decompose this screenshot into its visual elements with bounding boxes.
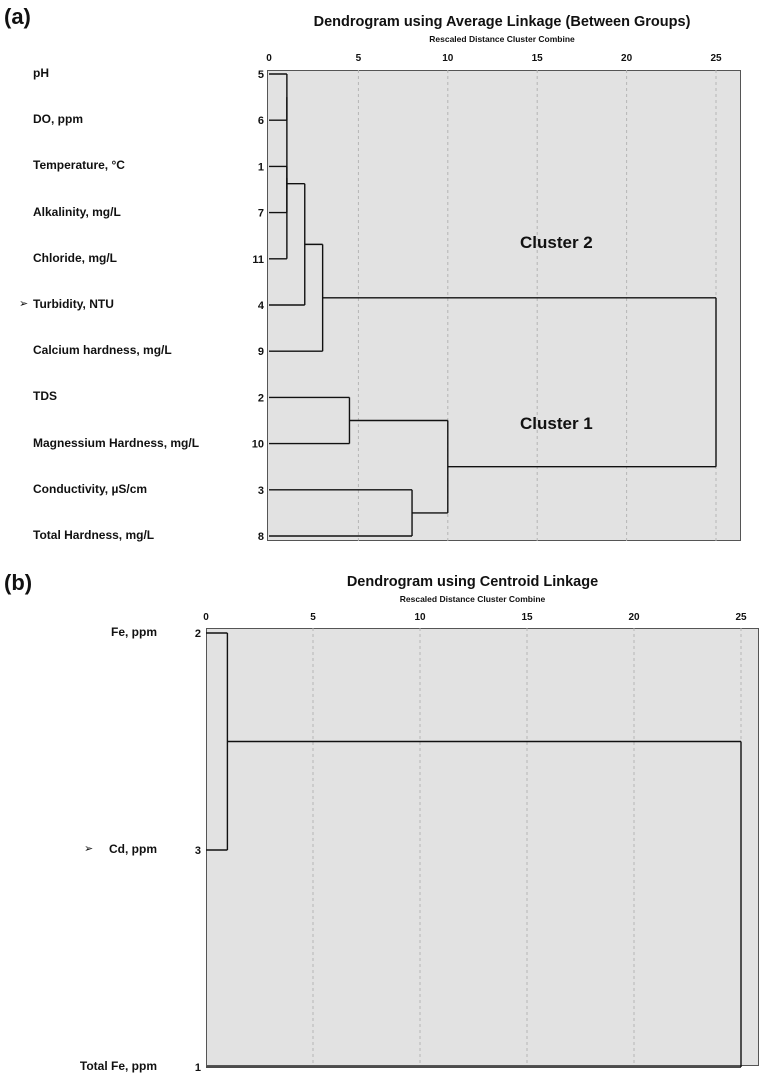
chart-b-x-tick-label: 15 xyxy=(521,612,533,623)
chart-a-leaf-id: 4 xyxy=(258,300,265,312)
chart-a-title: Dendrogram using Average Linkage (Betwee… xyxy=(313,14,691,30)
chart-a-leaf-id: 5 xyxy=(258,69,264,81)
chart-a-leaf-id: 10 xyxy=(252,439,264,451)
chart-b-leaf-label: Total Fe, ppm xyxy=(79,1059,157,1073)
chart-a-x-tick-label: 10 xyxy=(442,53,454,64)
chart-a-leaf-label: Chloride, mg/L xyxy=(33,250,117,265)
chart-a-leaf-label: Conductivity, µS/cm xyxy=(33,481,148,496)
chart-a-leaf-label: Magnessium Hardness, mg/L xyxy=(33,435,200,450)
chart-b-title: Dendrogram using Centroid Linkage xyxy=(346,574,599,590)
chart-a-leaf-id: 9 xyxy=(258,346,264,358)
chart-b-x-tick-label: 20 xyxy=(628,612,640,623)
chart-a-leaf-id: 8 xyxy=(258,531,264,543)
chart-a-plot-area xyxy=(267,70,741,541)
chart-a-leaf-label: DO, ppm xyxy=(33,112,83,127)
chart-b-leaf-id: 1 xyxy=(195,1062,201,1073)
chart-a-x-tick-label: 0 xyxy=(266,53,272,64)
chart-a-leaf-label: Total Hardness, mg/L xyxy=(33,528,155,542)
chart-a-leaf-id: 7 xyxy=(258,208,264,220)
chart-b-x-tick-label: 25 xyxy=(735,612,747,623)
chart-a-leaf-id: 1 xyxy=(258,161,264,173)
chart-b-leaf-id: 3 xyxy=(195,845,201,857)
chart-b-subtitle: Rescaled Distance Cluster Combine xyxy=(399,594,546,604)
chart-b-x-tick-label: 10 xyxy=(414,612,426,623)
chart-a-x-tick-label: 25 xyxy=(710,53,722,64)
panel-a-letter: (a) xyxy=(4,4,31,29)
chart-a-x-tick-label: 5 xyxy=(356,53,362,64)
chart-b-plot-area xyxy=(206,628,759,1066)
chart-a-leaf-label: Turbidity, NTU xyxy=(33,297,114,311)
panel-b-letter: (b) xyxy=(4,570,33,595)
chart-a-leaf-id: 11 xyxy=(252,254,264,266)
chart-b-x-tick-label: 0 xyxy=(203,612,209,623)
cluster-2-label: Cluster 2 xyxy=(520,233,593,252)
chart-a-leaf-label: Temperature, °C xyxy=(33,158,125,173)
chart-a-leaf-id: 6 xyxy=(258,115,264,127)
chart-a-x-tick-label: 15 xyxy=(532,53,544,64)
chart-b-leaf-id: 2 xyxy=(195,628,201,640)
chart-a-x-tick-label: 20 xyxy=(621,53,633,64)
chart-a-leaf-label: Calcium hardness, mg/L xyxy=(33,343,172,358)
chart-a-leaf-id: 2 xyxy=(258,392,264,404)
chart-a-leaf-label: pH xyxy=(33,66,49,80)
chart-a-leaf-label: Alkalinity, mg/L xyxy=(33,204,121,219)
chart-b-leaf-label: Cd, ppm xyxy=(109,842,157,856)
chart-a-subtitle: Rescaled Distance Cluster Combine xyxy=(429,34,575,44)
chart-b-leaf-marker-icon: ➢ xyxy=(84,843,94,855)
cluster-1-label: Cluster 1 xyxy=(520,414,593,433)
chart-a-leaf-label: TDS xyxy=(33,389,57,404)
chart-b-leaf-label: Fe, ppm xyxy=(110,625,157,639)
chart-a-leaf-marker-icon: ➢ xyxy=(19,298,29,310)
chart-b-x-tick-label: 5 xyxy=(310,612,316,623)
chart-a-leaf-id: 3 xyxy=(258,485,264,497)
